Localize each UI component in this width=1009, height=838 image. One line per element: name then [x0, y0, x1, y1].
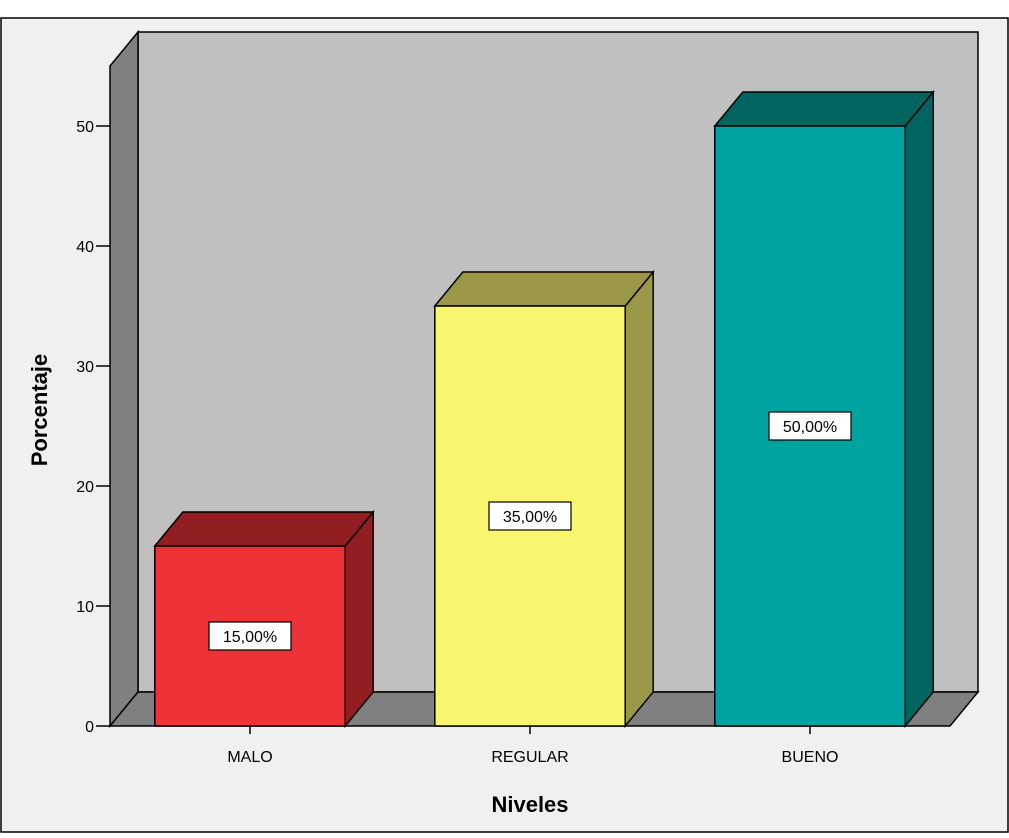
bar: 35,00% — [433, 269, 655, 729]
y-tick-label: 30 — [76, 359, 94, 376]
y-tick-label: 20 — [76, 479, 94, 496]
x-tick-label: BUENO — [782, 749, 839, 766]
data-label: 15,00% — [223, 629, 277, 646]
bar-side — [344, 509, 374, 729]
bar-top — [433, 271, 655, 307]
x-axis-title: Niveles — [491, 792, 568, 817]
bar: 50,00% — [713, 89, 935, 729]
x-tick-label: MALO — [227, 749, 272, 766]
data-label-box — [768, 411, 852, 441]
bar: 15,00% — [153, 509, 375, 729]
data-label-box — [488, 501, 572, 531]
bar-side — [624, 269, 654, 729]
x-axis: MALO REGULAR BUENO — [227, 726, 838, 766]
bars-group: 15,00% 35,00% 50,00% — [153, 89, 935, 729]
y-tick-label: 50 — [76, 119, 94, 136]
y-axis: 0 10 20 30 40 50 — [76, 119, 110, 736]
bar-side — [904, 89, 934, 729]
data-label: 35,00% — [503, 509, 557, 526]
data-label-box — [208, 621, 292, 651]
x-tick-label: REGULAR — [491, 749, 568, 766]
y-axis-title: Porcentaje — [27, 354, 52, 467]
side-wall — [109, 29, 139, 729]
y-tick-label: 40 — [76, 239, 94, 256]
bar-top — [713, 91, 935, 127]
y-tick-label: 10 — [76, 599, 94, 616]
data-label: 50,00% — [783, 419, 837, 436]
bar-top — [153, 511, 375, 547]
y-tick-label: 0 — [85, 719, 94, 736]
